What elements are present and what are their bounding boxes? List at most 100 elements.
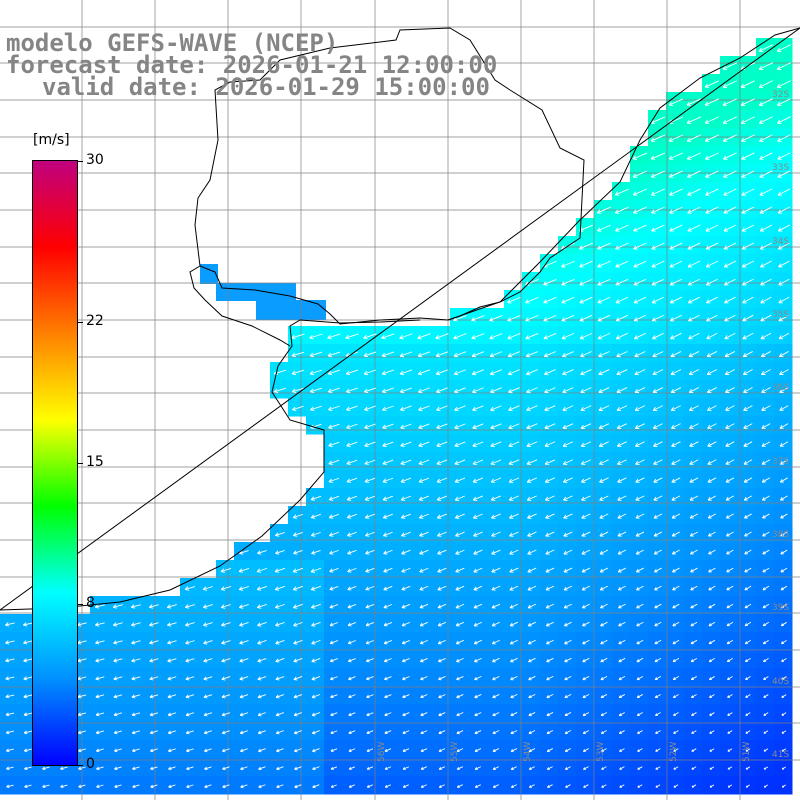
wind-arrow (491, 549, 501, 555)
wind-arrow (725, 441, 735, 447)
lat-label: 38S (772, 530, 790, 540)
wind-speed-cell (648, 308, 667, 327)
wind-speed-cell (630, 776, 649, 795)
wind-arrow (220, 586, 231, 591)
wind-arrow (273, 387, 286, 394)
wind-arrow (204, 784, 212, 789)
wind-arrow (292, 513, 303, 519)
wind-speed-cell (756, 560, 775, 579)
wind-arrow (726, 531, 734, 537)
wind-speed-cell (720, 182, 739, 201)
wind-speed-cell (414, 506, 433, 525)
wind-arrow (758, 62, 774, 70)
wind-speed-cell (774, 614, 793, 633)
wind-speed-cell (684, 200, 703, 219)
wind-arrow (618, 675, 626, 681)
wind-arrow (490, 477, 502, 483)
wind-speed-cell (432, 488, 451, 507)
wind-arrow (311, 694, 321, 699)
wind-speed-cell (270, 524, 289, 543)
wind-arrow (544, 477, 555, 483)
wind-speed-cell (666, 542, 685, 561)
wind-speed-cell (666, 380, 685, 399)
wind-speed-cell (648, 506, 667, 525)
wind-arrow (399, 387, 412, 394)
wind-arrow (5, 676, 15, 681)
wind-arrow (763, 784, 768, 788)
wind-arrow (546, 657, 554, 663)
wind-speed-cell (702, 398, 721, 417)
wind-speed-cell (594, 506, 613, 525)
wind-arrow (776, 62, 792, 71)
wind-arrow (670, 387, 682, 394)
wind-arrow (257, 694, 267, 699)
wind-speed-cell (702, 596, 721, 615)
wind-arrow (599, 513, 609, 519)
wind-arrow (420, 784, 427, 788)
wind-arrow (491, 531, 501, 537)
wind-speed-cell (612, 776, 631, 795)
wind-arrow (741, 260, 754, 268)
wind-arrow (402, 766, 410, 770)
wind-speed-cell (432, 776, 451, 795)
wind-speed-cell (630, 416, 649, 435)
wind-speed-cell (684, 290, 703, 309)
wind-speed-cell (234, 686, 253, 705)
wind-speed-cell (774, 236, 793, 255)
wind-arrow (186, 748, 194, 753)
wind-speed-cell (360, 722, 379, 741)
wind-arrow (363, 369, 376, 376)
wind-arrow (491, 585, 501, 591)
wind-speed-cell (756, 110, 775, 129)
wind-speed-cell (630, 524, 649, 543)
wind-arrow (727, 748, 733, 752)
wind-speed-cell (432, 344, 451, 363)
wind-arrow (347, 531, 357, 537)
wind-speed-cell (666, 524, 685, 543)
wind-arrow (745, 676, 751, 680)
wind-speed-cell (702, 668, 721, 687)
wind-speed-cell (522, 596, 541, 615)
wind-arrow (203, 676, 213, 681)
wind-arrow (203, 622, 213, 627)
wind-arrow (167, 694, 177, 699)
wind-speed-cell (468, 344, 487, 363)
wind-arrow (781, 712, 787, 716)
wind-speed-cell (630, 542, 649, 561)
wind-speed-cell (666, 722, 685, 741)
wind-speed-cell (324, 758, 343, 777)
wind-speed-cell (756, 488, 775, 507)
wind-arrow (544, 405, 556, 412)
wind-speed-cell (126, 704, 145, 723)
wind-arrow (436, 441, 448, 448)
wind-arrow (455, 531, 465, 537)
wind-arrow (527, 531, 537, 537)
wind-arrow (347, 640, 356, 645)
wind-arrow (23, 694, 33, 699)
wind-arrow (436, 405, 448, 412)
wind-arrow (655, 712, 661, 716)
wind-arrow (706, 369, 718, 376)
wind-arrow (95, 658, 105, 663)
wind-speed-cell (666, 596, 685, 615)
wind-speed-cell (720, 704, 739, 723)
wind-speed-cell (468, 596, 487, 615)
wind-arrow (456, 694, 464, 699)
wind-speed-cell (414, 596, 433, 615)
wind-speed-cell (126, 686, 145, 705)
wind-arrow (328, 441, 340, 447)
wind-arrow (706, 296, 718, 304)
wind-speed-cell (540, 704, 559, 723)
wind-speed-cell (162, 668, 181, 687)
wind-speed-cell (738, 110, 757, 129)
wind-arrow (275, 640, 285, 645)
wind-arrow (617, 477, 627, 483)
wind-arrow (113, 622, 123, 627)
wind-speed-cell (576, 704, 595, 723)
wind-arrow (113, 694, 123, 699)
wind-arrow (671, 441, 681, 447)
wind-arrow (527, 621, 536, 627)
wind-speed-cell (720, 146, 739, 165)
wind-arrow (311, 603, 321, 609)
